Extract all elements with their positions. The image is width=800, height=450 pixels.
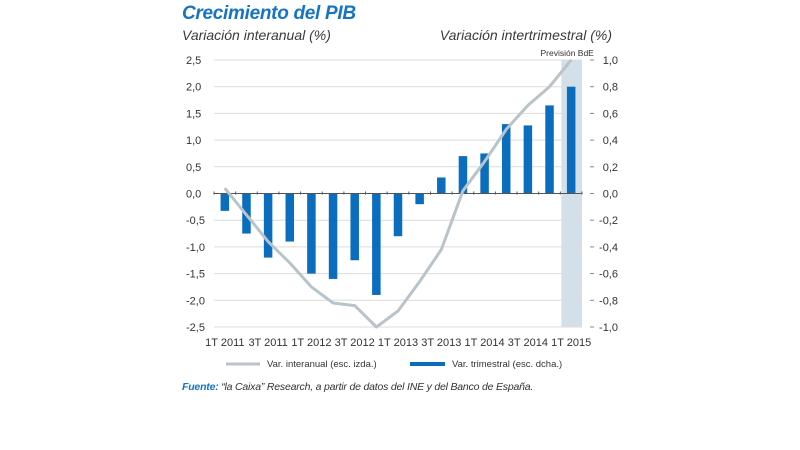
y-right-tick-label: -1,0 (599, 322, 618, 334)
bar-1t-2013 (393, 193, 403, 237)
y-left-tick-label: 2,5 (186, 55, 201, 67)
y-right-tick-label: -0,4 (599, 242, 618, 254)
bar-4t-2013 (458, 156, 468, 194)
x-tick-label: 3T 2012 (335, 337, 375, 349)
bar-4t-2014 (545, 105, 554, 194)
bar-1t-2014 (480, 153, 489, 194)
chart-title: Crecimiento del PIB (182, 3, 356, 24)
y-right-tick-label: 0,4 (603, 135, 618, 147)
source-text: “la Caixa” Research, a partir de datos d… (218, 381, 534, 393)
x-tick-label: 3T 2014 (508, 337, 548, 349)
y-left-tick-label: 1,5 (186, 108, 201, 120)
y-right-tick-label: -0,2 (599, 215, 618, 227)
y-right-tick-label: 0,6 (603, 108, 618, 120)
x-tick-label: 3T 2013 (421, 337, 461, 349)
bar-series (220, 86, 576, 295)
y-left-tick-label: -2,0 (186, 295, 205, 307)
y-right-tick-label: 0,0 (603, 189, 618, 201)
y-right-tick-label: 0,8 (603, 82, 618, 94)
x-tick-label: 1T 2012 (291, 337, 331, 349)
y-right-tick-label: 1,0 (603, 55, 618, 67)
bar-3t-2014 (523, 125, 533, 194)
y-left-tick-label: -1,5 (186, 269, 205, 281)
bar-2t-2014 (501, 124, 511, 194)
bar-1t-2011 (220, 193, 230, 211)
y-axis-right-label: Variación intertrimestral (%) (439, 27, 612, 43)
y-right-tick-label: 0,2 (603, 162, 618, 174)
bar-3t-2011 (263, 193, 273, 258)
y-left-tick-label: -2,5 (186, 322, 205, 334)
source-label: Fuente: (182, 381, 219, 393)
x-axis (213, 191, 583, 328)
bar-1t-2012 (307, 193, 316, 274)
line-interanual (223, 59, 573, 329)
x-tick-label: 1T 2011 (205, 337, 244, 349)
y-right-tick-label: -0,6 (599, 269, 618, 281)
y-left-tick-label: 1,0 (186, 135, 201, 147)
x-tick-label: 1T 2015 (551, 337, 591, 349)
legend: Var. interanual (esc. izda.) Var. trimest… (226, 359, 562, 370)
y-left-tick-label: 0,0 (186, 189, 201, 201)
y-axis-left-label: Variación interanual (%) (182, 27, 331, 43)
legend-label-line: Var. interanual (esc. izda.) (267, 359, 377, 370)
y-left-tick-label: 0,5 (186, 162, 201, 174)
bar-2t-2012 (328, 193, 338, 279)
y-left-tick-label: 2,0 (186, 82, 201, 94)
bar-3t-2013 (437, 177, 446, 194)
bar-3t-2012 (350, 193, 359, 261)
bar-4t-2012 (372, 193, 381, 295)
bar-4t-2011 (285, 193, 295, 242)
y-left-tick-label: -0,5 (186, 215, 205, 227)
bar-1t-2015 (566, 86, 576, 194)
y-left-tick-label: -1,0 (186, 242, 205, 254)
source-note: Fuente: “la Caixa” Research, a partir de… (182, 381, 533, 393)
bar-2t-2013 (415, 193, 424, 205)
x-tick-label: 1T 2014 (465, 337, 505, 349)
forecast-annotation: Previsión BdE (540, 48, 594, 58)
line-series (223, 59, 573, 329)
legend-swatch-bar (410, 362, 445, 366)
legend-label-bar: Var. trimestral (esc. dcha.) (452, 359, 562, 370)
x-tick-label: 3T 2011 (248, 337, 287, 349)
x-tick-label: 1T 2013 (378, 337, 418, 349)
y-right-tick-label: -0,8 (599, 295, 618, 307)
tick-labels: 2,5 2,0 1,5 1,0 0,5 0,0 -0,5 -1,0 -1,5 -2,0 -2,5 1,… (186, 55, 618, 349)
